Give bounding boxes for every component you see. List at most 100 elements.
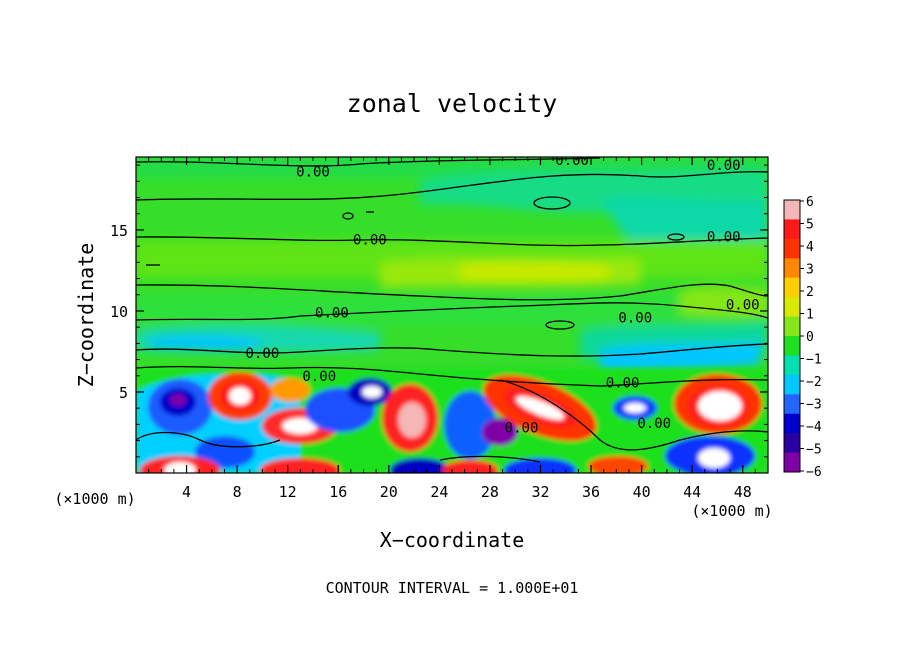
- field-cell: [588, 456, 648, 473]
- colorbar-swatch: [784, 413, 800, 434]
- lower-cells: [136, 368, 768, 473]
- y-axis-label: Z−coordinate: [74, 243, 98, 388]
- colorbar-swatch: [784, 452, 800, 473]
- field-cell: [170, 394, 186, 406]
- colorbar-swatch: [784, 355, 800, 376]
- field-cell: [698, 391, 742, 421]
- field-patch: [600, 342, 760, 372]
- x-tick-label: 28: [481, 483, 499, 501]
- field-cell: [698, 448, 730, 468]
- colorbar-tick-label: −1: [806, 353, 822, 368]
- colorbar-swatch: [784, 316, 800, 337]
- colorbar-tick-label: 0: [806, 330, 814, 345]
- colorbar-swatch: [784, 200, 800, 220]
- colorbar-tick-label: −2: [806, 375, 822, 390]
- colorbar-swatch: [784, 238, 800, 259]
- contour-line: [342, 212, 354, 220]
- colorbar-tick-label: −5: [806, 443, 822, 458]
- colorbar-swatch: [784, 394, 800, 415]
- contour-label: 0.00: [707, 158, 741, 174]
- colorbar-tick-label: 1: [806, 308, 814, 323]
- field-cell: [282, 418, 318, 434]
- x-tick-label: 4: [182, 483, 191, 501]
- field-band: [136, 295, 768, 325]
- contour-label: 0.00: [637, 416, 671, 432]
- x-tick-label: 48: [734, 483, 752, 501]
- y-tick-label: 15: [110, 222, 128, 240]
- contour-line: [533, 196, 571, 210]
- colorbar-swatch: [784, 433, 800, 454]
- field-cell: [270, 378, 310, 402]
- colorbar-tick-label: 6: [806, 195, 814, 210]
- x-tick-label: 12: [279, 483, 297, 501]
- field-cell: [260, 458, 340, 473]
- x-unit-right: (×1000 m): [691, 502, 772, 520]
- colorbar-tick-label: −4: [806, 420, 822, 435]
- y-tick-label: 5: [119, 384, 128, 402]
- contour-line: [136, 236, 768, 247]
- contour-line: [136, 365, 768, 387]
- velocity-field: [136, 157, 768, 473]
- x-tick-label: 24: [430, 483, 448, 501]
- colorbar-swatch: [784, 219, 800, 240]
- field-cell: [442, 460, 498, 473]
- field-patch: [460, 261, 610, 281]
- contour-line: [667, 233, 685, 241]
- plot-area: 0.00 0.00 0.00 0.00 0.00 0.00 0.00 0.00 0.00 0.00…: [136, 153, 768, 473]
- field-cell: [624, 403, 646, 413]
- x-tick-label: 36: [582, 483, 600, 501]
- colorbar-swatch: [784, 297, 800, 318]
- x-axis-label: X−coordinate: [380, 528, 525, 552]
- field-patch: [150, 335, 260, 350]
- field-cell: [444, 391, 496, 459]
- colorbar-tick-label: −6: [806, 465, 822, 480]
- contour-line: [136, 343, 768, 357]
- contour-line: [136, 302, 768, 321]
- x-tick-label: 44: [683, 483, 701, 501]
- contour-label: 0.00: [606, 375, 640, 391]
- x-unit-left: (×1000 m): [54, 490, 135, 508]
- contour-label: 0.00: [555, 153, 589, 169]
- colorbar: 6 5 4 3 2 1 0 −1 −2 −3 −4 −5 −6: [783, 195, 822, 480]
- y-tick-label: 10: [110, 303, 128, 321]
- contour-label: 0.00: [707, 229, 741, 245]
- y-axis: 5 10 15: [110, 164, 768, 458]
- zero-contours: [136, 157, 768, 463]
- colorbar-tick-label: 2: [806, 285, 814, 300]
- colorbar-swatch: [784, 374, 800, 395]
- contour-line: [545, 320, 575, 330]
- contour-labels: 0.00 0.00 0.00 0.00 0.00 0.00 0.00 0.00 0.00 0.00…: [246, 153, 760, 437]
- chart-title: zonal velocity: [347, 89, 558, 118]
- contour-line: [499, 379, 768, 451]
- contour-label: 0.00: [246, 346, 280, 362]
- contour-interval-note: CONTOUR INTERVAL = 1.000E+01: [326, 579, 579, 597]
- field-cell: [515, 396, 565, 420]
- contour-line: [136, 431, 281, 448]
- contour-label: 0.00: [726, 297, 760, 313]
- field-cell: [164, 462, 196, 473]
- field-cell: [229, 387, 251, 405]
- contour-line: [136, 283, 768, 301]
- contour-label: 0.00: [505, 421, 539, 437]
- contour-label: 0.00: [302, 369, 336, 385]
- x-axis: 4 8 12 16 20 24 28 32 36 40 44 48: [148, 157, 756, 501]
- x-tick-label: 8: [233, 483, 242, 501]
- contour-label: 0.00: [353, 233, 387, 249]
- field-cell: [390, 458, 450, 473]
- field-cell: [398, 402, 426, 438]
- contour-label: 0.00: [618, 310, 652, 326]
- field-cell: [362, 386, 382, 398]
- x-tick-label: 16: [329, 483, 347, 501]
- colorbar-swatch: [784, 258, 800, 279]
- x-tick-label: 20: [380, 483, 398, 501]
- x-tick-label: 32: [531, 483, 549, 501]
- colorbar-tick-label: 4: [806, 240, 814, 255]
- contour-label: 0.00: [315, 306, 349, 322]
- contour-line: [136, 157, 601, 167]
- colorbar-tick-label: −3: [806, 398, 822, 413]
- contour-line: [136, 171, 768, 201]
- field-cell: [482, 418, 518, 446]
- contour-label: 0.00: [296, 165, 330, 181]
- field-patch: [680, 286, 768, 317]
